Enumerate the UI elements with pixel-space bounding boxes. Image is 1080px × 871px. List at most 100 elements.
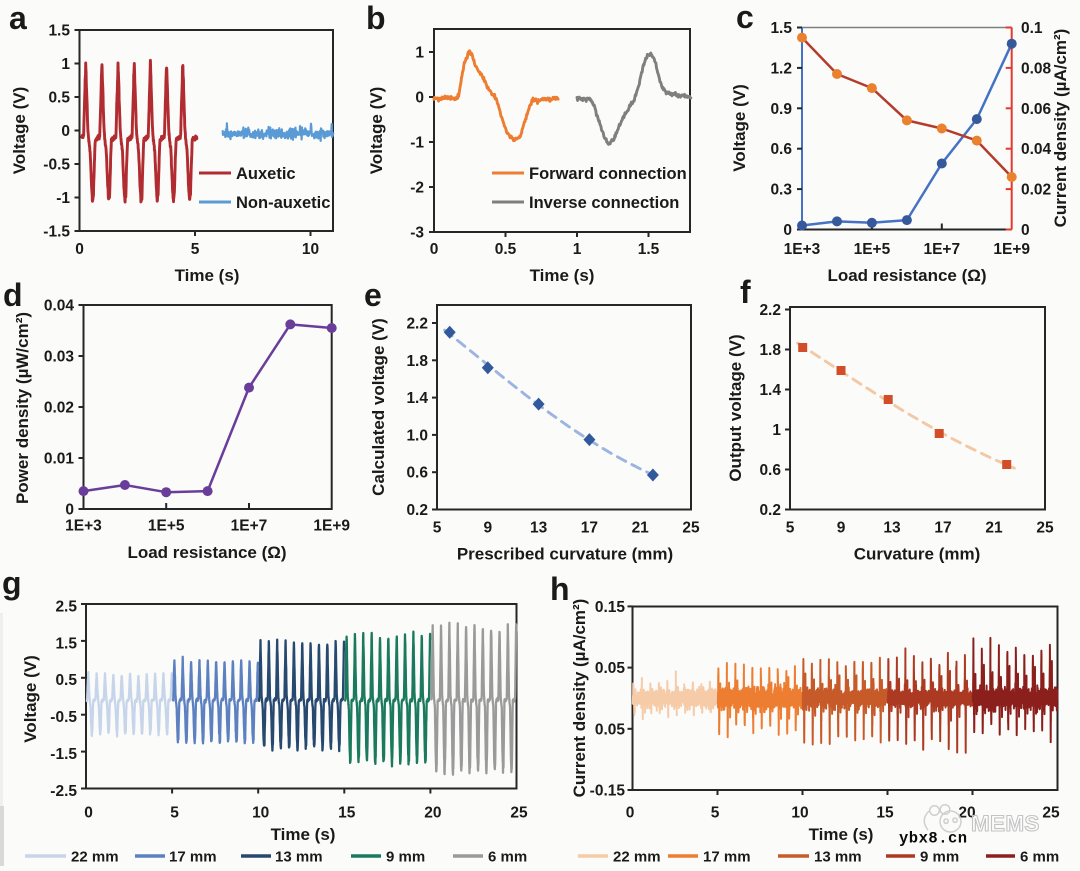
svg-text:b: b (366, 0, 386, 36)
svg-text:17 mm: 17 mm (703, 849, 751, 866)
svg-text:1: 1 (573, 241, 582, 258)
svg-text:0.06: 0.06 (1021, 101, 1052, 118)
svg-text:0.01: 0.01 (44, 451, 75, 468)
svg-text:Load resistance (Ω): Load resistance (Ω) (127, 543, 286, 562)
svg-text:1E+3: 1E+3 (65, 518, 102, 535)
svg-text:0.2: 0.2 (406, 502, 428, 519)
svg-text:21: 21 (985, 520, 1003, 537)
svg-text:15: 15 (338, 805, 356, 822)
svg-text:0: 0 (1021, 222, 1030, 239)
svg-text:a: a (9, 0, 27, 36)
svg-text:0.15: 0.15 (595, 599, 626, 616)
svg-text:10: 10 (252, 805, 269, 822)
svg-text:0.5: 0.5 (495, 241, 517, 258)
svg-text:5: 5 (433, 520, 442, 537)
svg-text:d: d (3, 277, 23, 313)
svg-text:1E+5: 1E+5 (148, 518, 185, 535)
svg-text:0.9: 0.9 (770, 101, 792, 118)
svg-text:Non-auxetic: Non-auxetic (236, 194, 330, 212)
svg-text:-0.5: -0.5 (50, 709, 77, 726)
svg-text:1: 1 (415, 45, 424, 62)
svg-text:Auxetic: Auxetic (236, 165, 296, 183)
svg-text:-2.5: -2.5 (50, 783, 77, 800)
svg-text:5: 5 (786, 520, 795, 537)
svg-text:-1.5: -1.5 (50, 746, 77, 763)
svg-text:9: 9 (837, 520, 846, 537)
svg-text:MEMS: MEMS (971, 811, 1040, 836)
svg-text:1: 1 (772, 422, 781, 439)
svg-text:Time (s): Time (s) (530, 266, 595, 285)
svg-text:-2: -2 (410, 180, 424, 197)
svg-text:1.5: 1.5 (638, 241, 660, 258)
svg-text:9 mm: 9 mm (920, 849, 959, 866)
svg-text:0.2: 0.2 (759, 502, 781, 519)
svg-text:25: 25 (1042, 805, 1060, 822)
svg-text:0.5: 0.5 (55, 672, 77, 689)
svg-text:1.4: 1.4 (406, 390, 428, 407)
svg-text:Voltage (V): Voltage (V) (730, 84, 749, 172)
svg-text:Time (s): Time (s) (809, 825, 874, 844)
svg-text:0.5: 0.5 (48, 90, 70, 107)
svg-text:1E+9: 1E+9 (993, 241, 1030, 258)
svg-text:0: 0 (430, 241, 439, 258)
svg-text:1: 1 (61, 56, 70, 73)
svg-text:Output voltage (V): Output voltage (V) (726, 334, 745, 481)
svg-text:0.6: 0.6 (770, 141, 792, 158)
svg-text:25: 25 (1036, 520, 1054, 537)
svg-text:Curvature (mm): Curvature (mm) (854, 545, 981, 564)
svg-text:Voltage (V): Voltage (V) (21, 655, 40, 743)
svg-text:0.3: 0.3 (770, 182, 792, 199)
svg-text:Current density (µA/cm²): Current density (µA/cm²) (1051, 29, 1070, 228)
svg-text:0.1: 0.1 (1021, 20, 1043, 37)
svg-text:1E+7: 1E+7 (231, 518, 268, 535)
svg-text:h: h (550, 571, 570, 607)
svg-text:17: 17 (581, 520, 598, 537)
svg-text:Current density (µA/cm²): Current density (µA/cm²) (570, 599, 589, 798)
svg-text:1.5: 1.5 (55, 635, 77, 652)
svg-text:c: c (736, 0, 754, 35)
svg-text:0.02: 0.02 (1021, 182, 1051, 199)
svg-text:0.6: 0.6 (406, 465, 428, 482)
svg-text:0.02: 0.02 (44, 400, 74, 417)
svg-text:0: 0 (84, 805, 93, 822)
svg-text:Inverse connection: Inverse connection (529, 194, 679, 212)
svg-text:-1: -1 (56, 190, 70, 207)
svg-text:0.08: 0.08 (1021, 60, 1052, 77)
svg-text:10: 10 (791, 805, 808, 822)
svg-text:-0.15: -0.15 (590, 783, 626, 800)
svg-text:25: 25 (510, 805, 528, 822)
svg-text:15: 15 (876, 805, 894, 822)
svg-text:20: 20 (424, 805, 441, 822)
svg-text:-1.5: -1.5 (43, 224, 70, 241)
svg-text:Voltage (V): Voltage (V) (10, 87, 29, 175)
svg-text:9 mm: 9 mm (386, 849, 425, 866)
svg-text:g: g (2, 565, 22, 601)
svg-text:0: 0 (783, 222, 792, 239)
svg-text:1E+5: 1E+5 (854, 241, 891, 258)
svg-text:1.4: 1.4 (759, 382, 781, 399)
svg-text:1.5: 1.5 (770, 20, 792, 37)
svg-text:Prescribed curvature (mm): Prescribed curvature (mm) (457, 545, 673, 564)
svg-text:1.0: 1.0 (406, 427, 428, 444)
svg-text:2.2: 2.2 (759, 302, 781, 319)
svg-text:17: 17 (934, 520, 951, 537)
svg-text:9: 9 (483, 520, 492, 537)
svg-text:25: 25 (682, 520, 700, 537)
svg-text:0: 0 (61, 123, 70, 140)
svg-text:20: 20 (958, 805, 975, 822)
svg-text:1E+3: 1E+3 (784, 241, 821, 258)
svg-text:13 mm: 13 mm (275, 849, 323, 866)
svg-text:Load resistance (Ω): Load resistance (Ω) (827, 266, 986, 285)
svg-text:22 mm: 22 mm (613, 849, 661, 866)
svg-text:1.2: 1.2 (770, 60, 792, 77)
svg-text:10: 10 (302, 241, 319, 258)
svg-text:0.05: 0.05 (595, 660, 626, 677)
svg-text:0.04: 0.04 (44, 298, 75, 315)
svg-text:13: 13 (530, 520, 548, 537)
svg-text:1.5: 1.5 (48, 23, 70, 40)
svg-text:5: 5 (170, 805, 179, 822)
svg-text:0.6: 0.6 (759, 462, 781, 479)
svg-text:-0.5: -0.5 (43, 157, 70, 174)
svg-text:0: 0 (626, 805, 635, 822)
svg-text:1.8: 1.8 (406, 353, 428, 370)
